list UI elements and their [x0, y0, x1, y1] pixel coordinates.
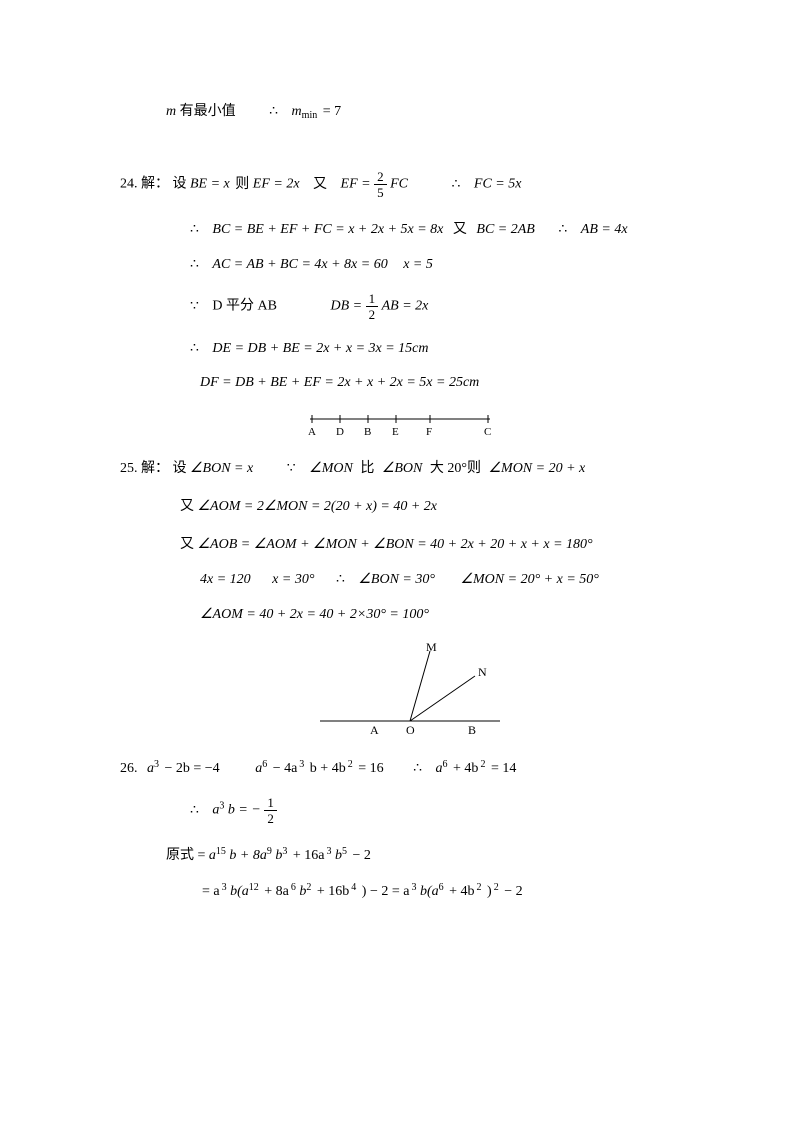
a-bon: ∠BON	[382, 461, 423, 476]
pt-A2: A	[370, 723, 379, 737]
figure-number-line: A D B E F C	[300, 409, 673, 439]
pt-D: D	[336, 426, 344, 438]
eq-mon: ∠MON = 20 + x	[488, 461, 585, 476]
var-m: m	[166, 104, 176, 119]
eq-mon50: ∠MON = 20° + x = 50°	[460, 572, 598, 587]
pt-B: B	[364, 426, 371, 438]
eq-df: DF = DB + BE + EF = 2x + x + 2x = 5x = 2…	[200, 375, 479, 390]
eq-bon30: ∠BON = 30°	[358, 572, 435, 587]
eq-bc2: BC = 2AB	[476, 222, 534, 237]
therefore-icon: ∴	[336, 572, 345, 587]
therefore-icon: ∴	[269, 104, 278, 119]
t-orig: 原式 =	[166, 848, 205, 863]
therefore-icon: ∴	[190, 222, 199, 237]
eq-bon: ∠BON = x	[190, 461, 253, 476]
a-mon: ∠MON	[309, 461, 353, 476]
eq-be: BE = x	[190, 177, 230, 192]
q25-line4: 4x = 120 x = 30° ∴ ∠BON = 30° ∠MON = 20°…	[200, 571, 673, 588]
t-let: 设	[173, 461, 187, 476]
q24-line6: DF = DB + BE + EF = 2x + x + 2x = 5x = 2…	[200, 375, 673, 391]
numberline-svg: A D B E F C	[300, 409, 500, 439]
q24-line1: 24. 解： 设 BE = x 则 EF = 2x 又 EF = 25 FC ∴…	[120, 169, 673, 200]
t-also: 又	[453, 222, 467, 237]
frac-1-2: 12	[366, 291, 379, 322]
pt-E: E	[392, 426, 399, 438]
eq-7: = 7	[323, 104, 341, 119]
eq-ab2x: AB = 2x	[382, 299, 429, 314]
because-icon: ∵	[190, 299, 199, 314]
t-also: 又	[313, 177, 327, 192]
q24-line2: ∴ BC = BE + EF + FC = x + 2x + 5x = 8x 又…	[180, 218, 673, 238]
t-then: 则	[235, 177, 249, 192]
pt-F: F	[426, 426, 432, 438]
q26-line2: ∴ a3 b = − 12	[180, 795, 673, 826]
eq-aom100: ∠AOM = 40 + 2x = 40 + 2×30° = 100°	[200, 607, 429, 622]
q24-line5: ∴ DE = DB + BE = 2x + x = 3x = 15cm	[180, 340, 673, 357]
math-worksheet-page: m 有最小值 ∴ mmin = 7 24. 解： 设 BE = x 则 EF =…	[0, 0, 793, 978]
eq-ef: EF = 2x	[253, 177, 300, 192]
q26-line4: = a3 b(a12 + 8a6 b2 + 16b4 ) − 2 = a3 b(…	[200, 882, 673, 900]
t-also: 又	[180, 537, 194, 552]
pt-N: N	[478, 665, 487, 679]
var-fc: FC	[390, 177, 408, 192]
frac-2-5: 25	[374, 169, 387, 200]
t-big20: 大 20°则	[430, 461, 481, 476]
q25-line2: 又 ∠AOM = 2∠MON = 2(20 + x) = 40 + 2x	[180, 495, 673, 515]
therefore-icon: ∴	[413, 761, 422, 776]
pt-M: M	[426, 641, 437, 654]
var-m2: m	[292, 104, 302, 119]
q24-line4: ∵ D 平分 AB DB = 12 AB = 2x	[180, 291, 673, 322]
therefore-icon: ∴	[190, 341, 199, 356]
q25-label: 25. 解：	[120, 461, 169, 476]
eq-x5: x = 5	[403, 257, 433, 272]
q25-line1: 25. 解： 设 ∠BON = x ∵ ∠MON 比 ∠BON 大 20°则 ∠…	[120, 457, 673, 477]
t-dbisect: D 平分 AB	[212, 299, 277, 314]
eq-x30: x = 30°	[272, 572, 314, 587]
pt-A: A	[308, 426, 316, 438]
line-m-min: m 有最小值 ∴ mmin = 7	[166, 100, 673, 121]
eq-aob: ∠AOB = ∠AOM + ∠MON + ∠BON = 40 + 2x + 20…	[198, 537, 593, 552]
pt-B2: B	[468, 723, 476, 737]
q26-line1: 26. a3 − 2b = −4 a6 − 4a3 b + 4b2 = 16 ∴…	[120, 759, 673, 777]
q26-label: 26.	[120, 761, 138, 776]
therefore-icon: ∴	[558, 222, 567, 237]
eq-db: DB =	[330, 299, 362, 314]
t-let: 设	[173, 177, 187, 192]
angle-svg: M N A O B	[300, 641, 520, 741]
therefore-icon: ∴	[190, 803, 199, 818]
eq-4x: 4x = 120	[200, 572, 251, 587]
pt-O: O	[406, 723, 415, 737]
eq-aom: ∠AOM = 2∠MON = 2(20 + x) = 40 + 2x	[198, 499, 438, 514]
q25-line3: 又 ∠AOB = ∠AOM + ∠MON + ∠BON = 40 + 2x + …	[180, 533, 673, 553]
t-than: 比	[360, 461, 374, 476]
because-icon: ∵	[287, 461, 296, 476]
eq-ac: AC = AB + BC = 4x + 8x = 60	[212, 257, 387, 272]
therefore-icon: ∴	[451, 177, 460, 192]
eq-ef2: EF =	[341, 177, 371, 192]
therefore-icon: ∴	[190, 257, 199, 272]
text-has-min: 有最小值	[180, 104, 236, 119]
q25-line5: ∠AOM = 40 + 2x = 40 + 2×30° = 100°	[200, 606, 673, 623]
eq-fc: FC = 5x	[474, 177, 522, 192]
eq-ab: AB = 4x	[581, 222, 628, 237]
frac-1-2b: 12	[264, 795, 277, 826]
q26-line3: 原式 = a15 b + 8a9 b3 + 16a3 b5 − 2	[166, 844, 673, 864]
figure-angle: M N A O B	[300, 641, 673, 741]
sub-min: min	[302, 110, 318, 121]
eq-bc: BC = BE + EF + FC = x + 2x + 5x = 8x	[212, 222, 443, 237]
q24-line3: ∴ AC = AB + BC = 4x + 8x = 60 x = 5	[180, 256, 673, 273]
t-also: 又	[180, 499, 194, 514]
pt-C: C	[484, 426, 491, 438]
q24-label: 24. 解：	[120, 177, 169, 192]
eq-de: DE = DB + BE = 2x + x = 3x = 15cm	[212, 341, 428, 356]
